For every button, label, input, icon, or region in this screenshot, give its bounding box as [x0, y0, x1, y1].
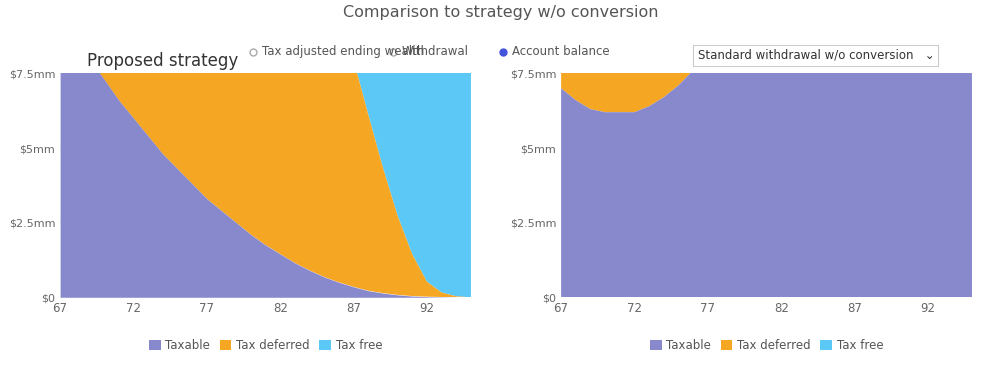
Text: Tax adjusted ending wealth: Tax adjusted ending wealth — [262, 45, 424, 58]
Legend: Taxable, Tax deferred, Tax free: Taxable, Tax deferred, Tax free — [649, 339, 884, 352]
Text: Account balance: Account balance — [512, 45, 609, 58]
Text: Comparison to strategy w/o conversion: Comparison to strategy w/o conversion — [344, 5, 658, 20]
Legend: Taxable, Tax deferred, Tax free: Taxable, Tax deferred, Tax free — [148, 339, 383, 352]
Text: Withdrawal: Withdrawal — [402, 45, 469, 58]
Text: Standard withdrawal w/o conversion   ⌄: Standard withdrawal w/o conversion ⌄ — [697, 49, 934, 62]
Text: Proposed strategy: Proposed strategy — [87, 52, 238, 70]
